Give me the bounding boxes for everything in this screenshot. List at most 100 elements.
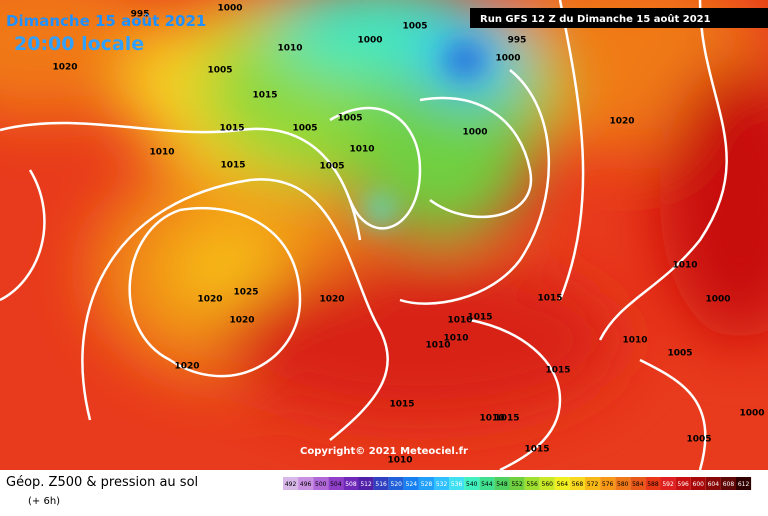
colorbar-label: 540 [466,481,478,488]
colorbar-cell [600,477,616,490]
colorbar-label: 504 [330,481,342,488]
colorbar-label: 516 [375,481,387,488]
colorbar-label: 536 [451,481,463,488]
isobar-label: 1025 [233,288,258,298]
isobar-label: 1015 [467,313,492,323]
isobar-label: 1005 [292,124,317,134]
colorbar-cell [554,477,570,490]
colorbar-label: 508 [345,481,357,488]
colorbar-label: 596 [677,481,689,488]
isobar-label: 1010 [149,148,174,158]
isobar-label: 1020 [609,117,634,127]
colorbar-label: 608 [723,481,735,488]
isobar-label: 1000 [739,409,764,419]
colorbar-cell [358,477,374,490]
colorbar-cell [630,477,646,490]
isobar-label: 1015 [220,161,245,171]
colorbar-cell [720,477,736,490]
colorbar-cell [645,477,661,490]
isobar-label: 1010 [349,145,374,155]
colorbar-label: 512 [360,481,372,488]
isobar-label: 1005 [402,22,427,32]
colorbar-label: 500 [315,481,327,488]
isobar-label: 1015 [537,294,562,304]
isobar-label: 1010 [277,44,302,54]
colorbar-cell [298,477,314,490]
isobar-label: 1005 [319,162,344,172]
colorbar-label: 592 [662,481,674,488]
field [0,0,768,470]
colorbar-label: 552 [511,481,523,488]
colorbar-cell [328,477,344,490]
run-box [470,8,768,28]
colorbar-label: 532 [436,481,448,488]
colorbar-cell [283,477,299,490]
colorbar-cell [343,477,359,490]
isobar-label: 1015 [524,445,549,455]
isobar-label: 1020 [319,295,344,305]
colorbar-cell [705,477,721,490]
colorbar-cell [403,477,419,490]
colorbar-label: 556 [526,481,538,488]
colorbar-cell [690,477,706,490]
colorbar-label: 496 [300,481,312,488]
time: 20:00 locale [14,33,144,55]
colorbar-cell [464,477,480,490]
run: Run GFS 12 Z du Dimanche 15 août 2021 [480,13,711,25]
isobar-label: 1000 [217,4,242,14]
isobar-label: 1010 [447,316,472,326]
isobar-label: 1000 [357,36,382,46]
isobar-label: 1005 [667,349,692,359]
colorbar-cell [449,477,465,490]
isobar-label: 1020 [197,295,222,305]
isobar-label: 1005 [337,114,362,124]
isobar-label: 1000 [495,54,520,64]
copyright: Copyright© 2021 Meteociel.fr [300,446,468,457]
colorbar-label: 520 [391,481,403,488]
colorbar-cell [494,477,510,490]
isobar-label: 1020 [229,316,254,326]
colorbar-label: 548 [496,481,508,488]
colorbar-label: 564 [557,481,569,488]
isobar-label: 1000 [462,128,487,138]
isobar-label: 1015 [252,91,277,101]
colorbar-cell [675,477,691,490]
colorbar-cell [524,477,540,490]
colorbar-label: 524 [406,481,418,488]
colorbar-cell [418,477,434,490]
colorbar-cell [615,477,631,490]
isobar-label: 995 [131,10,150,20]
colorbar-label: 576 [602,481,614,488]
colorbar-label: 492 [285,481,297,488]
colorbar-label: 604 [708,481,720,488]
colorbar-cell [585,477,601,490]
legend-title: Géop. Z500 & pression au sol [6,475,198,490]
colorbar-label: 600 [693,481,705,488]
isobar-label: 1005 [686,435,711,445]
colorbar-label: 528 [421,481,433,488]
isobar-label: 1005 [207,66,232,76]
isobar-label: 1015 [219,124,244,134]
isobar-label: 995 [508,36,527,46]
isobar-label: 1015 [494,414,519,424]
colorbar-cell [736,477,752,490]
colorbar-label: 544 [481,481,493,488]
isobar-label: 1015 [545,366,570,376]
colorbar-label: 588 [647,481,659,488]
colorbar-label: 580 [617,481,629,488]
isobar-label: 1020 [174,362,199,372]
colorbar-cell [479,477,495,490]
colorbar-label: 584 [632,481,644,488]
isobar-label: 1010 [443,334,468,344]
isobar-label: 1020 [52,63,77,73]
colorbar: 492 496 500 504 508 512 516 520 524 528 532 536 540 5… [283,477,752,490]
colorbar-cell [539,477,555,490]
isobar-label: 1010 [672,261,697,271]
colorbar-label: 612 [738,481,750,488]
colorbar-cell [434,477,450,490]
colorbar-cell [388,477,404,490]
colorbar-label: 560 [542,481,554,488]
colorbar-label: 568 [572,481,584,488]
